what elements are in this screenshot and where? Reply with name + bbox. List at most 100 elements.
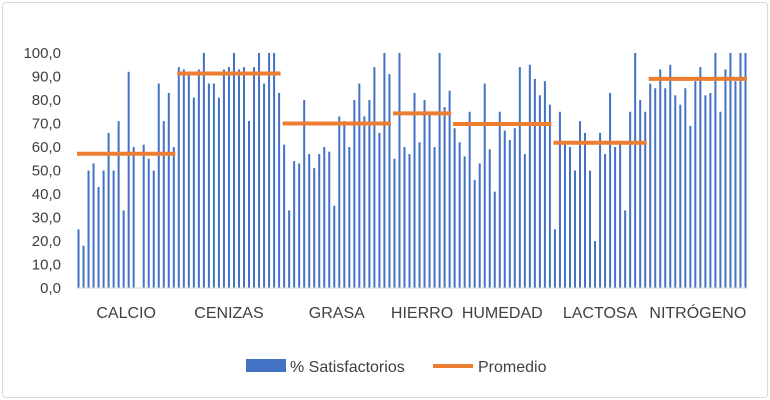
y-tick-label: 50,0: [32, 163, 61, 180]
bar: [704, 95, 707, 288]
category-label: HIERRO: [391, 305, 453, 322]
y-axis-ticks: 0,0 10,0 20,0 30,0 40,0 50,0 60,0 70,0 80,0 90,0 1…: [23, 45, 61, 297]
bar: [594, 241, 597, 288]
bar: [689, 125, 692, 288]
bar: [624, 210, 627, 288]
bar: [333, 205, 336, 288]
bar: [92, 163, 95, 288]
bar: [263, 83, 266, 288]
bar: [323, 147, 326, 288]
bar: [177, 67, 180, 288]
bar: [82, 245, 85, 288]
bar: [553, 229, 556, 288]
bar: [298, 163, 301, 288]
bar: [192, 97, 195, 289]
bar: [172, 147, 175, 288]
y-tick-label: 0,0: [40, 280, 61, 297]
bar: [152, 170, 155, 288]
bar: [744, 53, 747, 288]
category-label: HUMEDAD: [462, 305, 543, 322]
bar: [368, 100, 371, 288]
bar: [483, 83, 486, 288]
bar: [393, 158, 396, 288]
bar: [162, 121, 165, 289]
bar: [318, 154, 321, 288]
legend-average-label: Promedio: [478, 359, 547, 376]
bar: [107, 132, 110, 288]
bar: [619, 142, 622, 288]
bar: [533, 78, 536, 288]
bar: [232, 53, 235, 288]
bar: [709, 92, 712, 288]
bar: [97, 186, 100, 288]
y-tick-label: 80,0: [32, 92, 61, 109]
bar: [664, 88, 667, 288]
bar: [358, 83, 361, 288]
bar: [328, 151, 331, 288]
bar: [548, 104, 551, 288]
bar: [528, 64, 531, 288]
bar: [739, 53, 742, 288]
bar: [589, 170, 592, 288]
bar: [679, 104, 682, 288]
bar: [122, 210, 125, 288]
bar: [604, 154, 607, 288]
bar: [609, 92, 612, 288]
bar: [253, 67, 256, 288]
bar: [142, 144, 145, 288]
bar: [112, 170, 115, 288]
bar: [634, 53, 637, 288]
bar: [734, 81, 737, 288]
bar: [222, 69, 225, 288]
y-tick-label: 20,0: [32, 233, 61, 250]
bar: [473, 179, 476, 288]
bar: [579, 121, 582, 289]
bar: [102, 170, 105, 288]
category-label: GRASA: [309, 305, 365, 322]
bar: [308, 154, 311, 288]
y-tick-label: 90,0: [32, 69, 61, 86]
bar: [212, 83, 215, 288]
bar: [674, 95, 677, 288]
bar: [157, 83, 160, 288]
bar: [388, 74, 391, 289]
bar: [288, 210, 291, 288]
bar: [127, 71, 130, 288]
y-tick-label: 60,0: [32, 139, 61, 156]
bar: [694, 81, 697, 288]
bar: [418, 142, 421, 288]
bar: [423, 100, 426, 288]
category-label: LACTOSA: [563, 305, 638, 322]
bar: [453, 128, 456, 288]
bar: [383, 53, 386, 288]
y-tick-label: 30,0: [32, 210, 61, 227]
bar: [258, 53, 261, 288]
bar: [563, 142, 566, 288]
bar: [273, 53, 276, 288]
bar: [498, 111, 501, 288]
bar: [659, 69, 662, 288]
bar: [182, 69, 185, 288]
legend-bars-swatch: [246, 359, 286, 372]
y-tick-label: 10,0: [32, 257, 61, 274]
bar: [167, 92, 170, 288]
bar: [313, 168, 316, 288]
bar: [227, 67, 230, 288]
bar: [363, 116, 366, 288]
bar: [478, 163, 481, 288]
bar: [217, 97, 220, 289]
legend: % Satisfactorios Promedio: [246, 359, 547, 376]
bar: [468, 111, 471, 288]
bar: [248, 121, 251, 289]
bar: [503, 130, 506, 288]
bar: [639, 100, 642, 288]
bar: [428, 111, 431, 288]
bar: [669, 64, 672, 288]
bar: [443, 107, 446, 288]
bar: [538, 95, 541, 288]
bar: [568, 147, 571, 288]
x-axis-categories: CALCIO CENIZAS GRASA HIERRO HUMEDAD LACTOSA NI…: [96, 303, 746, 322]
bar: [278, 92, 281, 288]
bar: [343, 121, 346, 289]
